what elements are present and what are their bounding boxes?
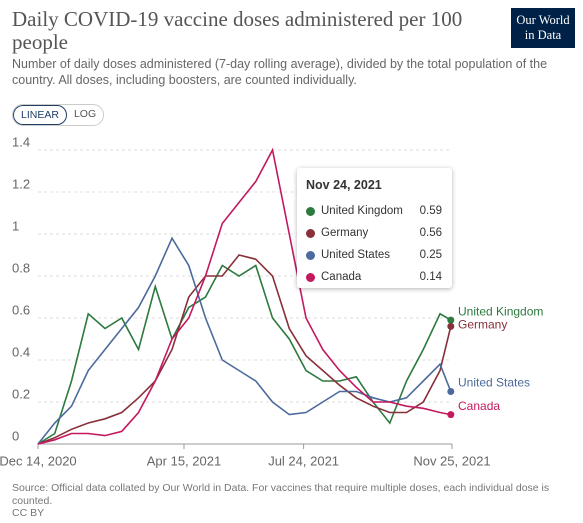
source: Source: Official data collated by Our Wo… bbox=[12, 482, 550, 507]
end-point bbox=[447, 388, 455, 395]
x-tick-label: Jul 24, 2021 bbox=[268, 453, 339, 468]
logo-text: in Data bbox=[524, 28, 562, 42]
end-label: Germany bbox=[458, 317, 507, 331]
scale-toggle: LINEAR LOG bbox=[12, 104, 105, 126]
logo-text: Our World bbox=[516, 13, 570, 27]
tooltip-name: United Kingdom bbox=[321, 205, 403, 217]
license: CC BY bbox=[12, 507, 45, 519]
tooltip-name: United States bbox=[321, 249, 391, 261]
end-point bbox=[447, 322, 455, 330]
end-label: Canada bbox=[458, 399, 500, 413]
tooltip-value: 0.56 bbox=[419, 227, 442, 239]
tooltip-value: 0.59 bbox=[419, 205, 442, 217]
series-line bbox=[37, 254, 452, 445]
x-tick-label: Apr 15, 2021 bbox=[147, 453, 221, 468]
tooltip-date: Nov 24, 2021 bbox=[306, 178, 382, 192]
tooltip-row: Germany 0.56 bbox=[297, 222, 452, 244]
y-tick-label: 1.2 bbox=[12, 176, 30, 191]
y-tick-label: 1 bbox=[12, 218, 19, 233]
y-tick-label: 0.2 bbox=[12, 386, 30, 401]
series-line bbox=[37, 147, 451, 445]
end-point bbox=[447, 411, 455, 419]
tooltip-swatch bbox=[306, 228, 315, 238]
y-tick-label: 0.8 bbox=[12, 260, 30, 275]
x-tick-label: Nov 25, 2021 bbox=[413, 453, 490, 468]
y-tick-label: 1.4 bbox=[12, 134, 30, 149]
tooltip-value: 0.14 bbox=[419, 271, 442, 283]
end-label: United States bbox=[458, 376, 530, 390]
title: Daily COVID-19 vaccine doses administere… bbox=[12, 7, 463, 54]
tooltip-row: United Kingdom 0.59 bbox=[297, 200, 452, 222]
tooltip: Nov 24, 2021 United Kingdom 0.59 Germany 0.… bbox=[297, 168, 452, 288]
tooltip-value: 0.25 bbox=[419, 249, 442, 261]
tooltip-swatch bbox=[306, 250, 315, 260]
end-point bbox=[447, 316, 455, 324]
y-tick-label: 0.6 bbox=[12, 302, 30, 317]
scale-button[interactable]: LOG bbox=[73, 108, 97, 120]
scale-button[interactable]: LINEAR bbox=[13, 105, 67, 125]
tooltip-swatch bbox=[306, 272, 315, 282]
footer: Source: Official data collated by Our Wo… bbox=[12, 482, 557, 520]
tooltip-swatch bbox=[306, 206, 315, 216]
y-tick-label: 0 bbox=[12, 428, 19, 443]
tooltip-name: Canada bbox=[321, 271, 362, 283]
tooltip-row: Canada 0.14 bbox=[297, 266, 452, 288]
subtitle: Number of daily doses administered (7-da… bbox=[12, 57, 548, 87]
logo[interactable]: Our World in Data bbox=[511, 8, 575, 48]
series-line bbox=[37, 264, 452, 445]
y-tick-label: 0.4 bbox=[12, 344, 30, 359]
end-label: United Kingdom bbox=[458, 304, 543, 318]
tooltip-name: Germany bbox=[321, 227, 369, 239]
x-tick-label: Dec 14, 2020 bbox=[0, 453, 77, 468]
tooltip-row: United States 0.25 bbox=[297, 244, 452, 266]
